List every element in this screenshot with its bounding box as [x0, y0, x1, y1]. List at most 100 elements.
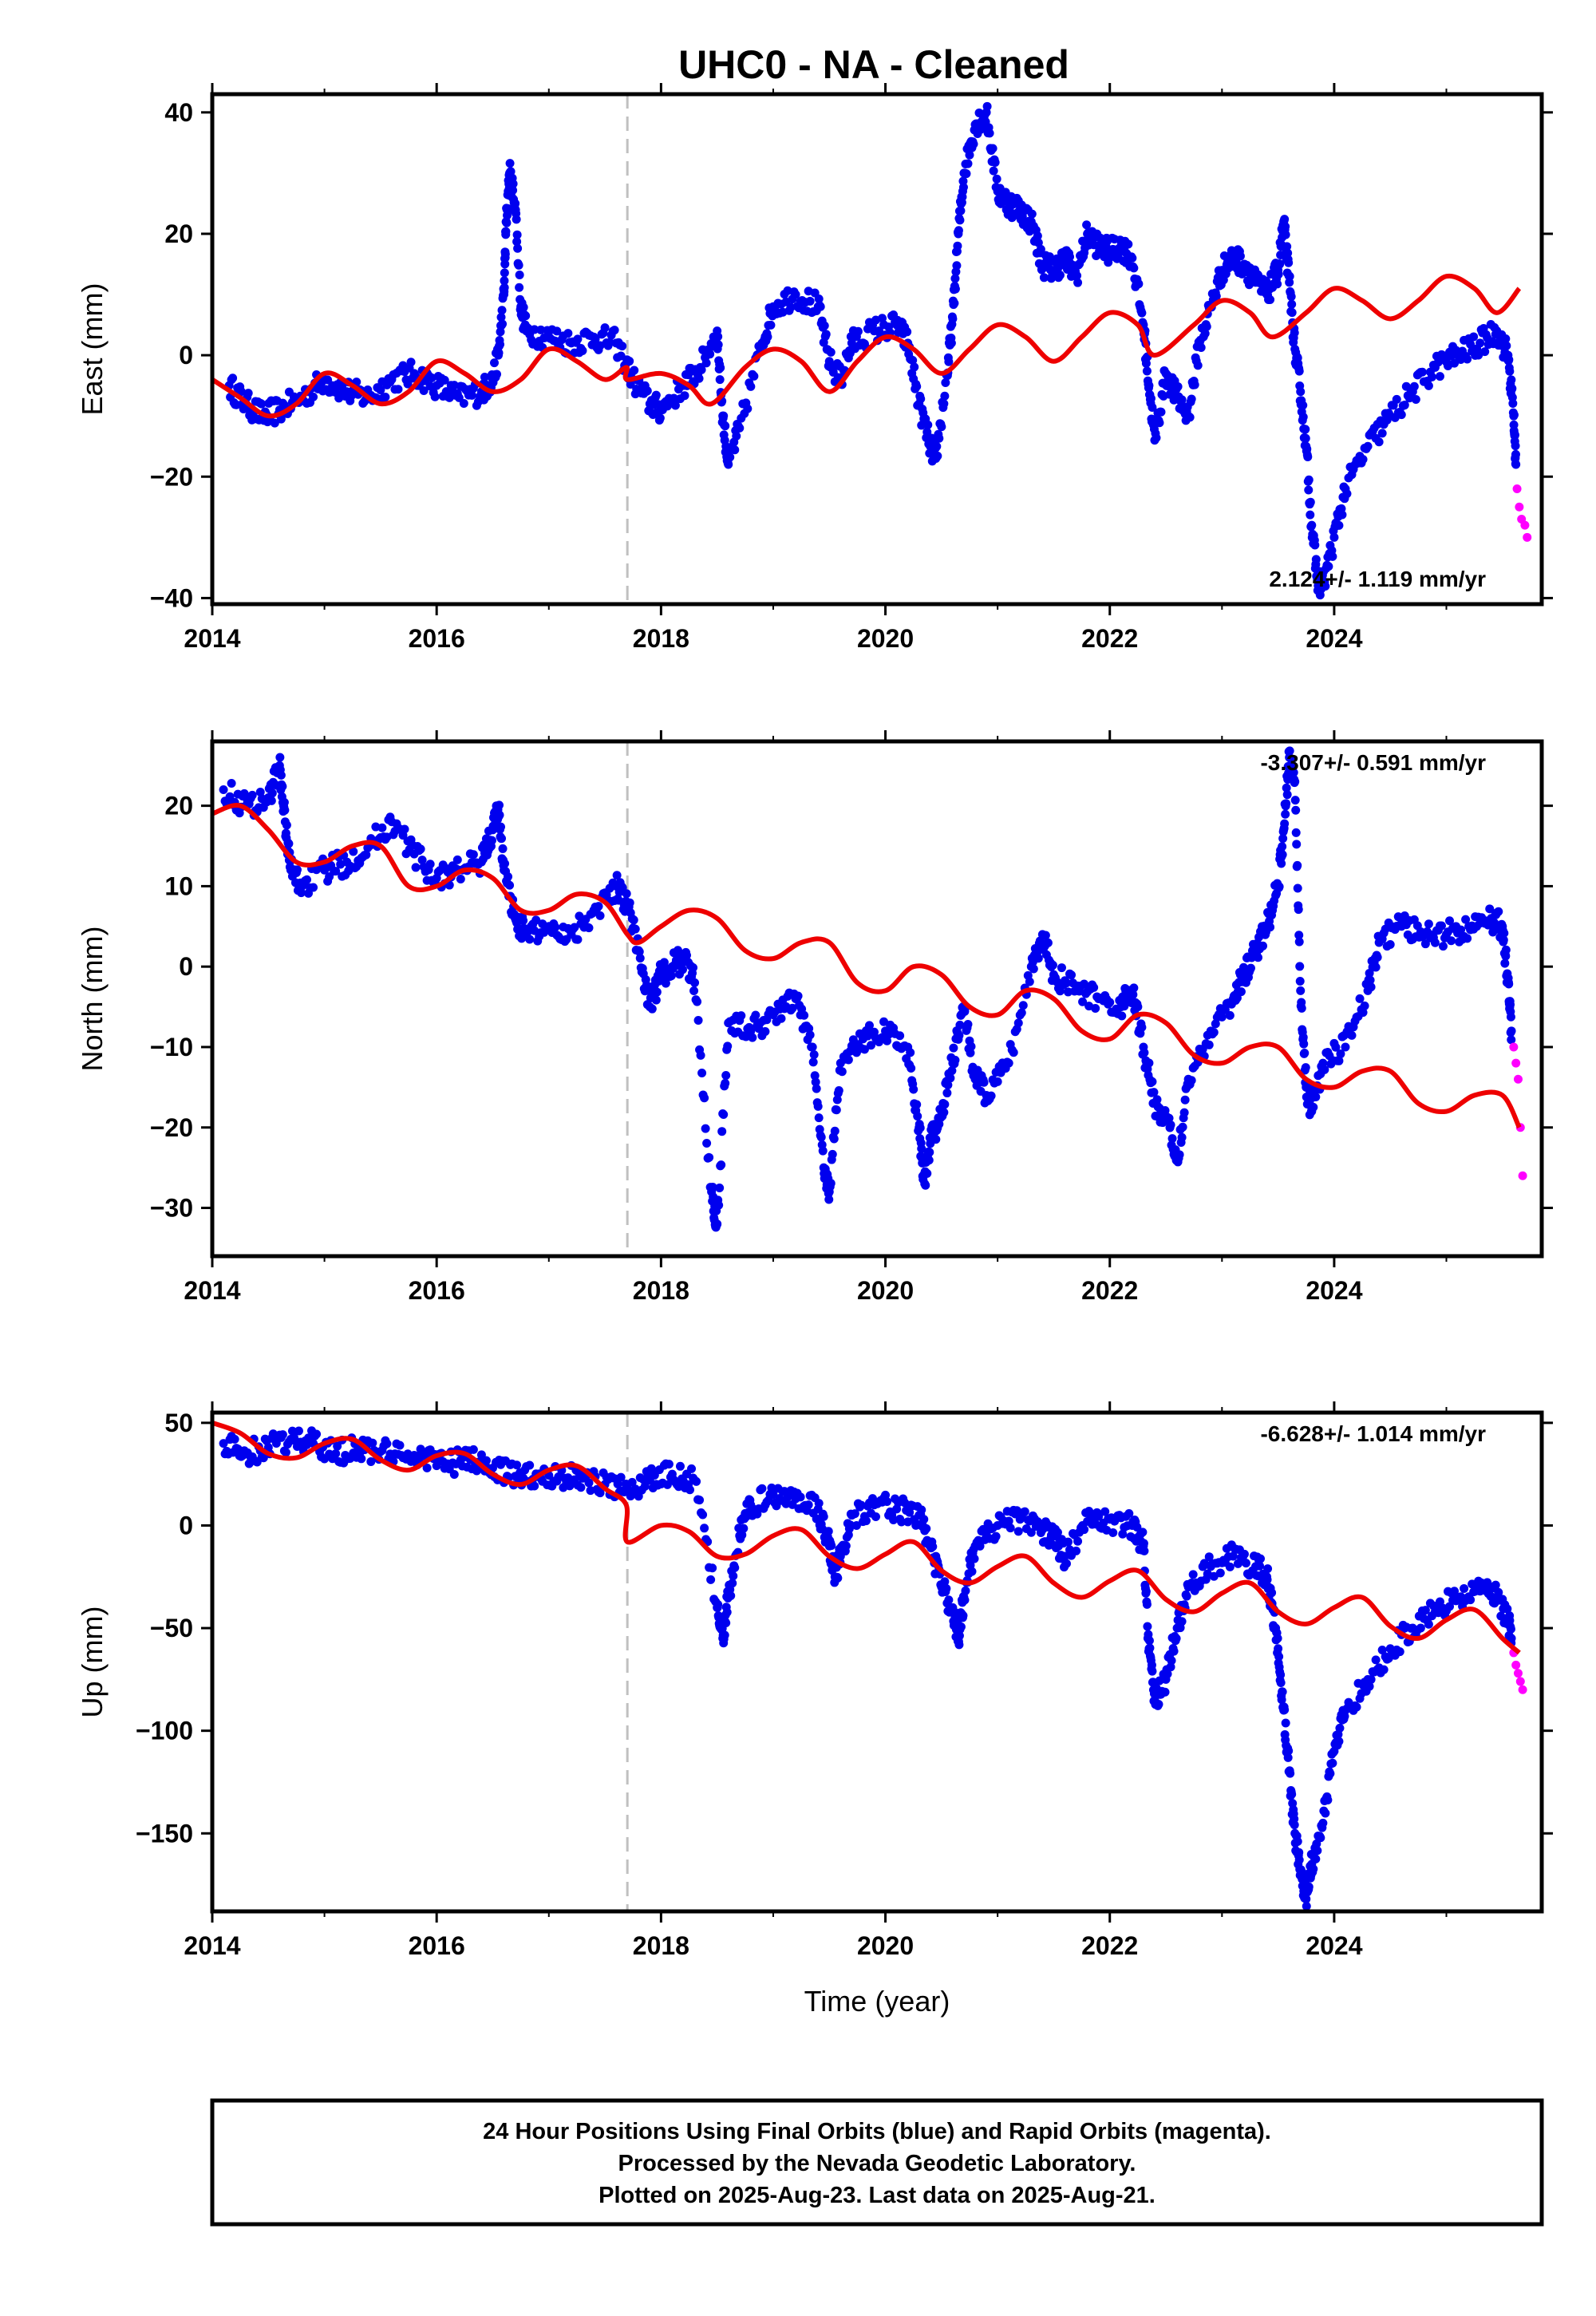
final-point [1290, 796, 1300, 805]
final-point [1296, 986, 1306, 995]
final-point [1309, 1102, 1318, 1112]
final-point [1501, 334, 1511, 343]
final-point [1301, 433, 1310, 443]
final-point [1293, 1836, 1302, 1846]
final-point [843, 1055, 853, 1065]
final-point [1506, 1012, 1515, 1022]
final-point [1294, 1848, 1304, 1857]
rapid-point [1511, 1660, 1521, 1670]
final-point [1507, 375, 1516, 385]
final-point [954, 1631, 964, 1641]
final-point [958, 1611, 968, 1620]
y-tick-label: 20 [164, 792, 193, 820]
final-point [864, 1021, 874, 1030]
final-point [940, 1100, 950, 1109]
final-point [1204, 1552, 1214, 1562]
final-point [917, 1144, 926, 1153]
final-point [1287, 1789, 1297, 1799]
final-point [467, 390, 476, 400]
final-point [1241, 1559, 1250, 1568]
final-point [605, 338, 614, 347]
final-point [1328, 1758, 1337, 1768]
final-point [941, 377, 950, 387]
final-point [1476, 338, 1485, 348]
final-point [1430, 938, 1440, 947]
final-point [1138, 1528, 1148, 1537]
final-point [551, 923, 560, 932]
final-point [498, 844, 508, 853]
final-point [349, 847, 358, 856]
final-point [841, 1541, 851, 1551]
final-point [1290, 328, 1299, 338]
final-point [1255, 1561, 1265, 1571]
final-point [573, 935, 583, 944]
final-point [1284, 258, 1294, 267]
final-point [1280, 215, 1290, 224]
final-point [1297, 1003, 1306, 1013]
final-point [496, 312, 506, 322]
final-point [271, 1439, 281, 1448]
final-point [612, 871, 622, 880]
x-tick-label: 2022 [1081, 1931, 1138, 1960]
caption-box: 24 Hour Positions Using Final Orbits (bl… [210, 2098, 1544, 2227]
final-point [1129, 263, 1139, 273]
rapid-point [1515, 502, 1524, 512]
final-point [1506, 1624, 1515, 1634]
final-point [1463, 354, 1472, 364]
final-point [395, 1441, 405, 1450]
x-tick-label: 2024 [1306, 1276, 1362, 1305]
final-point [1302, 1895, 1311, 1904]
final-point [1004, 1058, 1013, 1068]
final-point [1328, 551, 1337, 561]
final-point [721, 421, 730, 431]
final-point [1274, 882, 1284, 891]
final-point [1282, 242, 1292, 251]
final-point [1239, 1549, 1249, 1559]
final-point [506, 167, 516, 176]
final-point [708, 1563, 717, 1573]
final-point [851, 1520, 861, 1530]
final-point [1144, 381, 1154, 390]
final-point [729, 1571, 738, 1581]
final-point [1275, 259, 1285, 269]
final-point [741, 1032, 751, 1041]
final-point [1120, 1002, 1129, 1011]
x-tick-label: 2014 [184, 624, 240, 653]
final-point [805, 1030, 815, 1040]
final-point [751, 1010, 760, 1020]
final-point [956, 1622, 966, 1632]
final-point [922, 1524, 931, 1533]
final-point [680, 391, 689, 401]
final-point [497, 306, 507, 315]
final-point [1175, 1150, 1184, 1160]
final-point [737, 1011, 746, 1021]
final-point [492, 370, 501, 379]
final-point [1043, 938, 1053, 947]
final-point [1166, 1120, 1175, 1130]
east-panel: 2014 2016 2018 2020 2022 2024 40 20 0 −20 −40 East … [76, 83, 1553, 653]
final-point [1262, 276, 1271, 286]
final-point [616, 1472, 626, 1482]
final-point [1164, 1113, 1174, 1123]
final-point [1100, 1507, 1110, 1516]
y-tick-label: 40 [164, 98, 193, 127]
final-point [411, 863, 421, 872]
final-point [954, 1640, 964, 1650]
final-point [907, 1064, 916, 1073]
final-point [714, 1200, 724, 1210]
rapid-point [1513, 1669, 1523, 1678]
up-rapid-series [1509, 1648, 1527, 1694]
final-point [1061, 978, 1071, 988]
final-point [219, 785, 228, 794]
final-point [859, 1045, 869, 1054]
final-point [239, 788, 249, 798]
final-point [1133, 1002, 1143, 1012]
final-point [1311, 555, 1321, 564]
up-panel: 2014 2016 2018 2020 2022 2024 50 0 −50 −100 −150 Up… [76, 1401, 1553, 2018]
final-point [1276, 1670, 1286, 1680]
y-tick-label: −10 [150, 1033, 193, 1061]
final-point [1366, 982, 1376, 992]
final-point [1033, 238, 1043, 247]
final-point [515, 271, 524, 280]
final-point [381, 392, 390, 401]
